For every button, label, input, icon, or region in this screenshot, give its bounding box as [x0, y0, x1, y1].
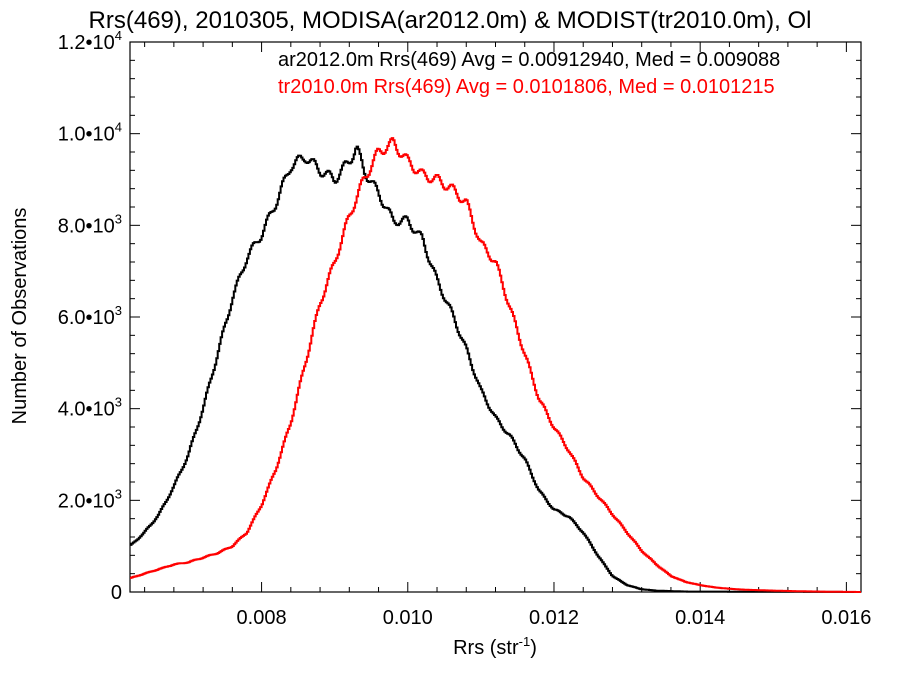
series-line-modisa	[130, 145, 861, 593]
y-axis-label: Number of Observations	[9, 208, 31, 425]
y-tick-label: 1.2•104	[58, 28, 122, 54]
x-axis-label-main: Rrs (str	[453, 637, 519, 659]
x-tick-label: 0.016	[821, 607, 871, 629]
legend: ar2012.0m Rrs(469) Avg = 0.00912940, Med…	[278, 49, 780, 98]
plot-area: 0.008 0.010 0.012 0.014 0.01602.0•1034.0•103…	[58, 28, 872, 629]
y-tick-exponent: 3	[115, 486, 122, 501]
legend-entry: tr2010.0m Rrs(469) Avg = 0.0101806, Med …	[278, 76, 775, 98]
y-tick-exponent: 3	[115, 211, 122, 226]
x-tick-label: 0.012	[529, 607, 579, 629]
x-axis-label: Rrs (str-1)	[453, 634, 537, 659]
y-tick-label: 1.0•104	[58, 120, 122, 146]
x-tick-label: 0.014	[675, 607, 725, 629]
y-tick-exponent: 3	[115, 395, 122, 410]
y-tick-mantissa: 8.0•10	[58, 215, 115, 237]
x-axis-label-exponent: -1	[519, 634, 531, 649]
x-tick-label: 0.008	[237, 607, 287, 629]
plot-frame	[129, 41, 862, 593]
y-tick-label: 2.0•103	[58, 486, 122, 512]
y-tick-label: 4.0•103	[58, 395, 122, 421]
y-tick-mantissa: 6.0•10	[58, 307, 115, 329]
y-tick-mantissa: 1.2•10	[58, 32, 115, 54]
x-axis-label-suffix: )	[530, 637, 537, 659]
y-tick-label: 6.0•103	[58, 303, 122, 329]
y-tick-mantissa: 1.0•10	[58, 124, 115, 146]
y-tick-mantissa: 2.0•10	[58, 490, 115, 512]
chart-title: Rrs(469), 2010305, MODISA(ar2012.0m) & M…	[89, 7, 812, 34]
y-tick-mantissa: 4.0•10	[58, 399, 115, 421]
series-line-modist	[130, 137, 861, 593]
y-tick-mantissa: 0	[111, 582, 122, 604]
y-tick-label: 8.0•103	[58, 211, 122, 237]
x-tick-label: 0.010	[383, 607, 433, 629]
y-tick-exponent: 4	[115, 28, 122, 43]
y-tick-exponent: 4	[115, 120, 122, 135]
y-tick-exponent: 3	[115, 303, 122, 318]
legend-entry: ar2012.0m Rrs(469) Avg = 0.00912940, Med…	[278, 49, 780, 71]
y-tick-label: 0	[111, 582, 122, 604]
